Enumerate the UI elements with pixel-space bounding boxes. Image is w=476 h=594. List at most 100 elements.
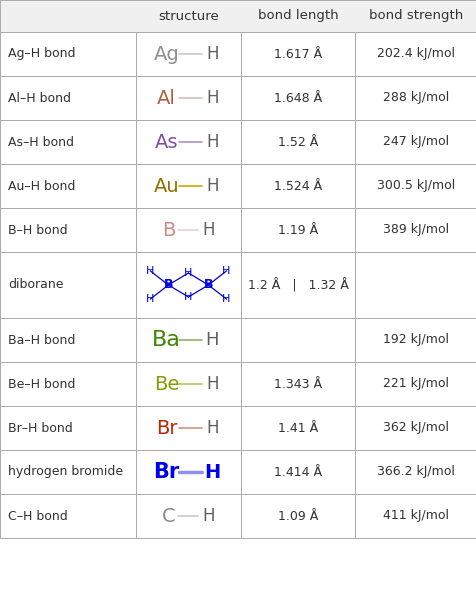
Bar <box>136 120 240 164</box>
Text: H: H <box>206 45 218 63</box>
Bar <box>355 494 476 538</box>
Text: H: H <box>184 268 192 278</box>
Bar <box>0 362 136 406</box>
Text: Au–H bond: Au–H bond <box>8 179 75 192</box>
Text: C: C <box>161 507 175 526</box>
Text: H: H <box>146 266 154 276</box>
Bar <box>240 208 355 252</box>
Text: B: B <box>161 220 175 239</box>
Text: H: H <box>206 133 218 151</box>
Bar <box>0 32 136 76</box>
Bar <box>0 406 136 450</box>
Bar <box>240 362 355 406</box>
Bar <box>240 252 355 318</box>
Text: 1.09 Å: 1.09 Å <box>278 510 317 523</box>
Text: B: B <box>163 279 173 292</box>
Text: structure: structure <box>158 10 218 23</box>
Text: Al: Al <box>157 89 176 108</box>
Bar <box>0 252 136 318</box>
Bar <box>0 0 476 32</box>
Bar <box>0 494 136 538</box>
Text: Br: Br <box>153 462 179 482</box>
Text: H: H <box>202 507 214 525</box>
Text: 366.2 kJ/mol: 366.2 kJ/mol <box>377 466 454 479</box>
Bar <box>240 318 355 362</box>
Text: bond strength: bond strength <box>368 10 462 23</box>
Text: diborane: diborane <box>8 279 63 292</box>
Text: 1.41 Å: 1.41 Å <box>278 422 317 434</box>
Bar <box>136 406 240 450</box>
Bar <box>136 450 240 494</box>
Text: hydrogen bromide: hydrogen bromide <box>8 466 123 479</box>
Text: Br: Br <box>155 419 177 438</box>
Text: 1.617 Å: 1.617 Å <box>273 48 322 61</box>
Text: 300.5 kJ/mol: 300.5 kJ/mol <box>376 179 455 192</box>
Text: 192 kJ/mol: 192 kJ/mol <box>382 333 448 346</box>
Bar <box>355 208 476 252</box>
Bar <box>0 164 136 208</box>
Text: B: B <box>203 279 213 292</box>
Bar <box>136 362 240 406</box>
Text: H: H <box>206 177 218 195</box>
Bar <box>136 32 240 76</box>
Bar <box>355 318 476 362</box>
Text: H: H <box>184 292 192 302</box>
Text: H: H <box>206 89 218 107</box>
Text: bond length: bond length <box>257 10 338 23</box>
Text: 1.524 Å: 1.524 Å <box>273 179 322 192</box>
Bar <box>0 76 136 120</box>
Bar <box>240 120 355 164</box>
Bar <box>136 252 240 318</box>
Bar <box>136 494 240 538</box>
Text: Al–H bond: Al–H bond <box>8 91 71 105</box>
Text: 362 kJ/mol: 362 kJ/mol <box>382 422 448 434</box>
Bar <box>0 450 136 494</box>
Bar <box>136 164 240 208</box>
Text: Ag: Ag <box>153 45 179 64</box>
Bar <box>136 318 240 362</box>
Text: B–H bond: B–H bond <box>8 223 68 236</box>
Text: 247 kJ/mol: 247 kJ/mol <box>382 135 448 148</box>
Text: 202.4 kJ/mol: 202.4 kJ/mol <box>377 48 454 61</box>
Bar <box>240 32 355 76</box>
Text: Au: Au <box>153 176 179 195</box>
Text: H: H <box>205 331 218 349</box>
Bar <box>136 208 240 252</box>
Text: H: H <box>204 463 220 482</box>
Bar <box>355 252 476 318</box>
Text: Ba–H bond: Ba–H bond <box>8 333 75 346</box>
Text: 1.2 Å   |   1.32 Å: 1.2 Å | 1.32 Å <box>247 278 348 292</box>
Text: 1.343 Å: 1.343 Å <box>274 378 321 390</box>
Text: C–H bond: C–H bond <box>8 510 68 523</box>
Bar <box>355 164 476 208</box>
Text: Be–H bond: Be–H bond <box>8 378 75 390</box>
Text: 221 kJ/mol: 221 kJ/mol <box>382 378 448 390</box>
Text: 1.414 Å: 1.414 Å <box>274 466 321 479</box>
Text: 1.648 Å: 1.648 Å <box>273 91 322 105</box>
Text: H: H <box>222 294 230 304</box>
Text: H: H <box>146 294 154 304</box>
Bar <box>355 450 476 494</box>
Text: Ba: Ba <box>152 330 180 350</box>
Bar <box>136 76 240 120</box>
Bar <box>0 120 136 164</box>
Bar <box>240 406 355 450</box>
Text: H: H <box>206 419 218 437</box>
Text: 1.19 Å: 1.19 Å <box>278 223 317 236</box>
Text: 288 kJ/mol: 288 kJ/mol <box>382 91 448 105</box>
Bar <box>355 362 476 406</box>
Text: As: As <box>154 132 178 151</box>
Text: Be: Be <box>153 374 178 393</box>
Text: As–H bond: As–H bond <box>8 135 74 148</box>
Text: H: H <box>206 375 218 393</box>
Bar <box>355 76 476 120</box>
Text: H: H <box>222 266 230 276</box>
Text: Br–H bond: Br–H bond <box>8 422 73 434</box>
Text: H: H <box>202 221 214 239</box>
Bar <box>355 32 476 76</box>
Text: Ag–H bond: Ag–H bond <box>8 48 75 61</box>
Bar <box>240 450 355 494</box>
Bar <box>0 318 136 362</box>
Bar <box>240 494 355 538</box>
Bar <box>0 208 136 252</box>
